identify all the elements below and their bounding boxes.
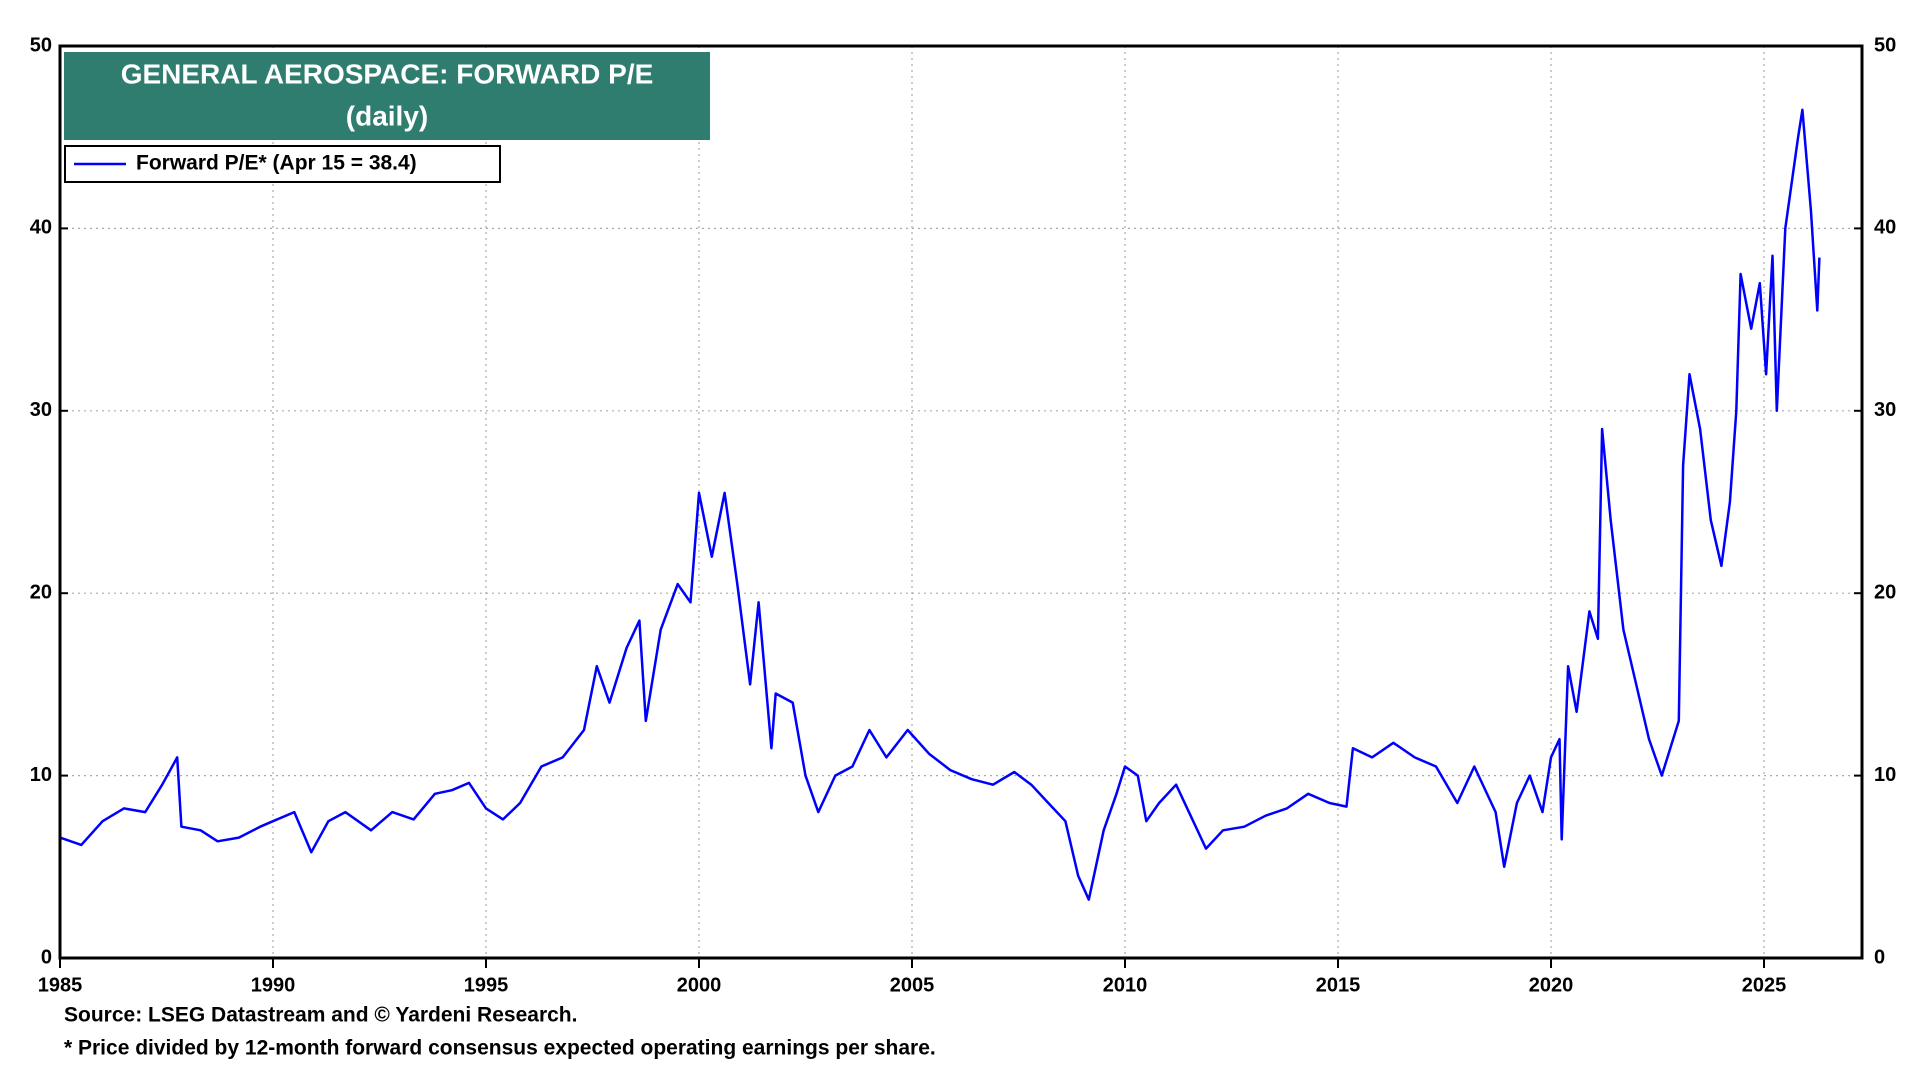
plot-frame: [58, 44, 1864, 960]
chart-subtitle: (daily): [346, 100, 428, 131]
legend-box: [64, 145, 501, 183]
y2-tick-label: 50: [1874, 34, 1896, 56]
x-tick-label: 1985: [38, 974, 83, 996]
x-tick-label: 2025: [1742, 974, 1787, 996]
source-note: Source: LSEG Datastream and © Yardeni Re…: [64, 1004, 577, 1027]
y2-tick-label: 0: [1874, 946, 1885, 968]
x-tick-label: 2010: [1103, 974, 1148, 996]
footnote: * Price divided by 12-month forward cons…: [64, 1037, 936, 1060]
y-tick-label: 20: [30, 581, 52, 603]
y-tick-label: 50: [30, 34, 52, 56]
x-tick-label: 2015: [1316, 974, 1361, 996]
data-line: [59, 108, 1821, 901]
y-tick-label: 0: [41, 946, 52, 968]
title-box: [64, 52, 710, 140]
x-tick-label: 1990: [251, 974, 296, 996]
y2-tick-label: 30: [1874, 399, 1896, 421]
chart-title: GENERAL AEROSPACE: FORWARD P/E: [121, 58, 654, 89]
y2-tick-label: 20: [1874, 581, 1896, 603]
x-tick-label: 2000: [677, 974, 722, 996]
y-tick-label: 30: [30, 399, 52, 421]
y-tick-label: 10: [30, 764, 52, 786]
legend-label: Forward P/E* (Apr 15 = 38.4): [136, 152, 417, 175]
x-tick-label: 1995: [464, 974, 509, 996]
x-tick-label: 2020: [1529, 974, 1574, 996]
y2-tick-label: 40: [1874, 217, 1896, 239]
x-tick-label: 2005: [890, 974, 935, 996]
y2-tick-label: 10: [1874, 764, 1896, 786]
y-tick-label: 40: [30, 217, 52, 239]
